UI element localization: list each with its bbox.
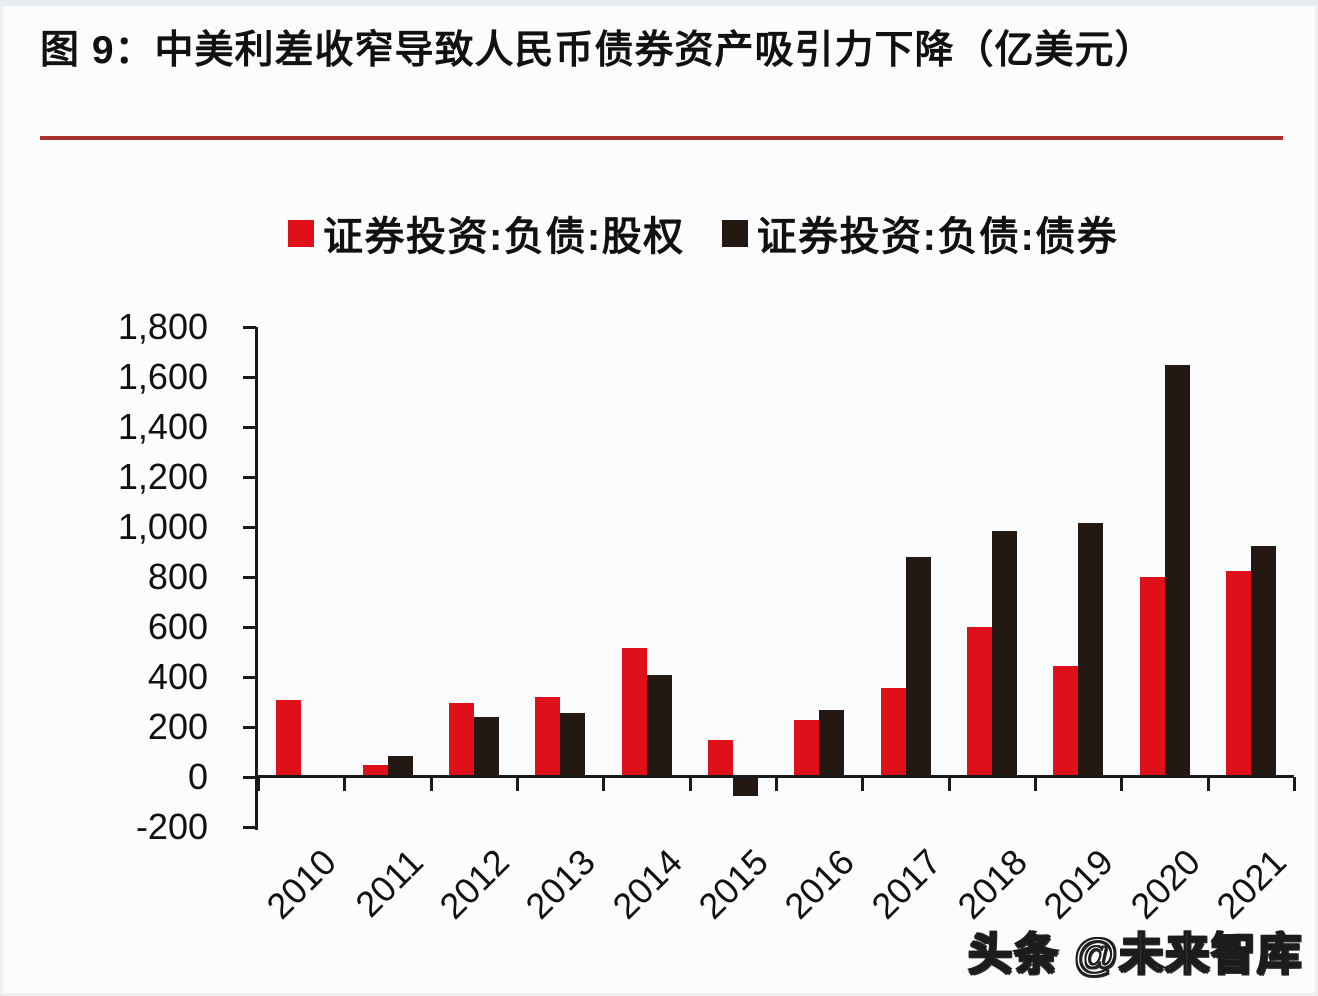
y-tick-label: 1,600 <box>117 356 208 397</box>
x-tick <box>947 777 951 791</box>
bar-equity-2012 <box>448 703 474 777</box>
legend-item-bond: 证券投资:负债:债券 <box>721 204 1119 262</box>
bar-equity-2021 <box>1225 570 1251 777</box>
bar-equity-2018 <box>966 627 992 777</box>
y-tick <box>243 826 256 829</box>
title-divider <box>40 136 1283 140</box>
y-tick-label: 400 <box>147 656 208 697</box>
y-axis-line <box>255 327 258 830</box>
y-tick-label: 600 <box>147 606 208 647</box>
bar-bond-2018 <box>991 530 1017 777</box>
bar-bond-2019 <box>1078 523 1104 777</box>
legend-label-equity: 证券投资:负债:股权 <box>323 215 685 259</box>
x-tick <box>775 777 778 791</box>
x-tick <box>688 777 692 791</box>
legend-label-bond: 证券投资:负债:债券 <box>756 215 1119 259</box>
legend-swatch-equity-icon <box>288 219 314 247</box>
x-tick <box>1034 777 1037 791</box>
bar-equity-2013 <box>535 697 561 777</box>
x-tick <box>1206 777 1210 791</box>
bar-equity-2011 <box>362 764 388 777</box>
bar-bond-2011 <box>387 755 413 777</box>
y-tick <box>243 426 256 429</box>
y-tick-label: 1,000 <box>117 506 208 547</box>
bar-equity-2020 <box>1139 577 1165 777</box>
bar-bond-2016 <box>819 710 845 777</box>
x-tick <box>343 777 347 791</box>
y-tick <box>243 576 256 579</box>
y-tick-label: 1,800 <box>117 306 208 347</box>
bar-bond-2014 <box>646 674 672 777</box>
legend-item-equity: 证券投资:负债:股权 <box>288 204 685 262</box>
x-tick <box>1120 777 1124 791</box>
y-tick-label: 1,200 <box>117 456 208 497</box>
bar-bond-2015 <box>732 778 758 796</box>
bar-bond-2020 <box>1164 364 1190 777</box>
y-tick-label: 800 <box>147 556 208 597</box>
x-tick <box>1293 777 1296 791</box>
figure-title: 图 9：中美利差收窄导致人民币债券资产吸引力下降（亿美元） <box>40 29 1155 72</box>
bar-equity-2019 <box>1053 665 1079 777</box>
y-tick <box>243 326 256 329</box>
bar-equity-2015 <box>707 740 733 777</box>
y-tick <box>243 626 256 629</box>
x-axis-line <box>255 775 1294 778</box>
x-tick <box>602 777 606 791</box>
x-tick <box>429 777 433 791</box>
chart-legend: 证券投资:负债:股权 证券投资:负债:债券 <box>288 206 1118 260</box>
bar-bond-2017 <box>905 557 931 777</box>
x-tick <box>516 777 519 791</box>
page-top-edge <box>0 0 1318 6</box>
bar-equity-2016 <box>794 719 820 777</box>
x-tick <box>861 777 865 791</box>
y-tick <box>243 526 256 529</box>
y-tick <box>243 376 256 379</box>
x-tick <box>257 777 260 791</box>
bar-equity-2010 <box>276 699 302 777</box>
y-tick <box>243 676 256 679</box>
y-tick-label: 1,400 <box>117 406 208 447</box>
bar-equity-2014 <box>621 648 647 777</box>
bar-bond-2013 <box>560 713 586 777</box>
bar-bond-2012 <box>473 717 499 777</box>
watermark: 头条 @未来智库 <box>967 929 1303 980</box>
y-tick-label: -200 <box>135 806 208 847</box>
bar-equity-2017 <box>880 687 906 777</box>
y-tick <box>243 726 256 729</box>
y-tick-label: 200 <box>147 706 208 747</box>
y-tick <box>243 476 256 479</box>
y-tick <box>243 776 256 779</box>
legend-swatch-bond-icon <box>721 219 748 247</box>
y-tick-label: 0 <box>187 756 208 797</box>
bar-bond-2021 <box>1250 545 1276 777</box>
